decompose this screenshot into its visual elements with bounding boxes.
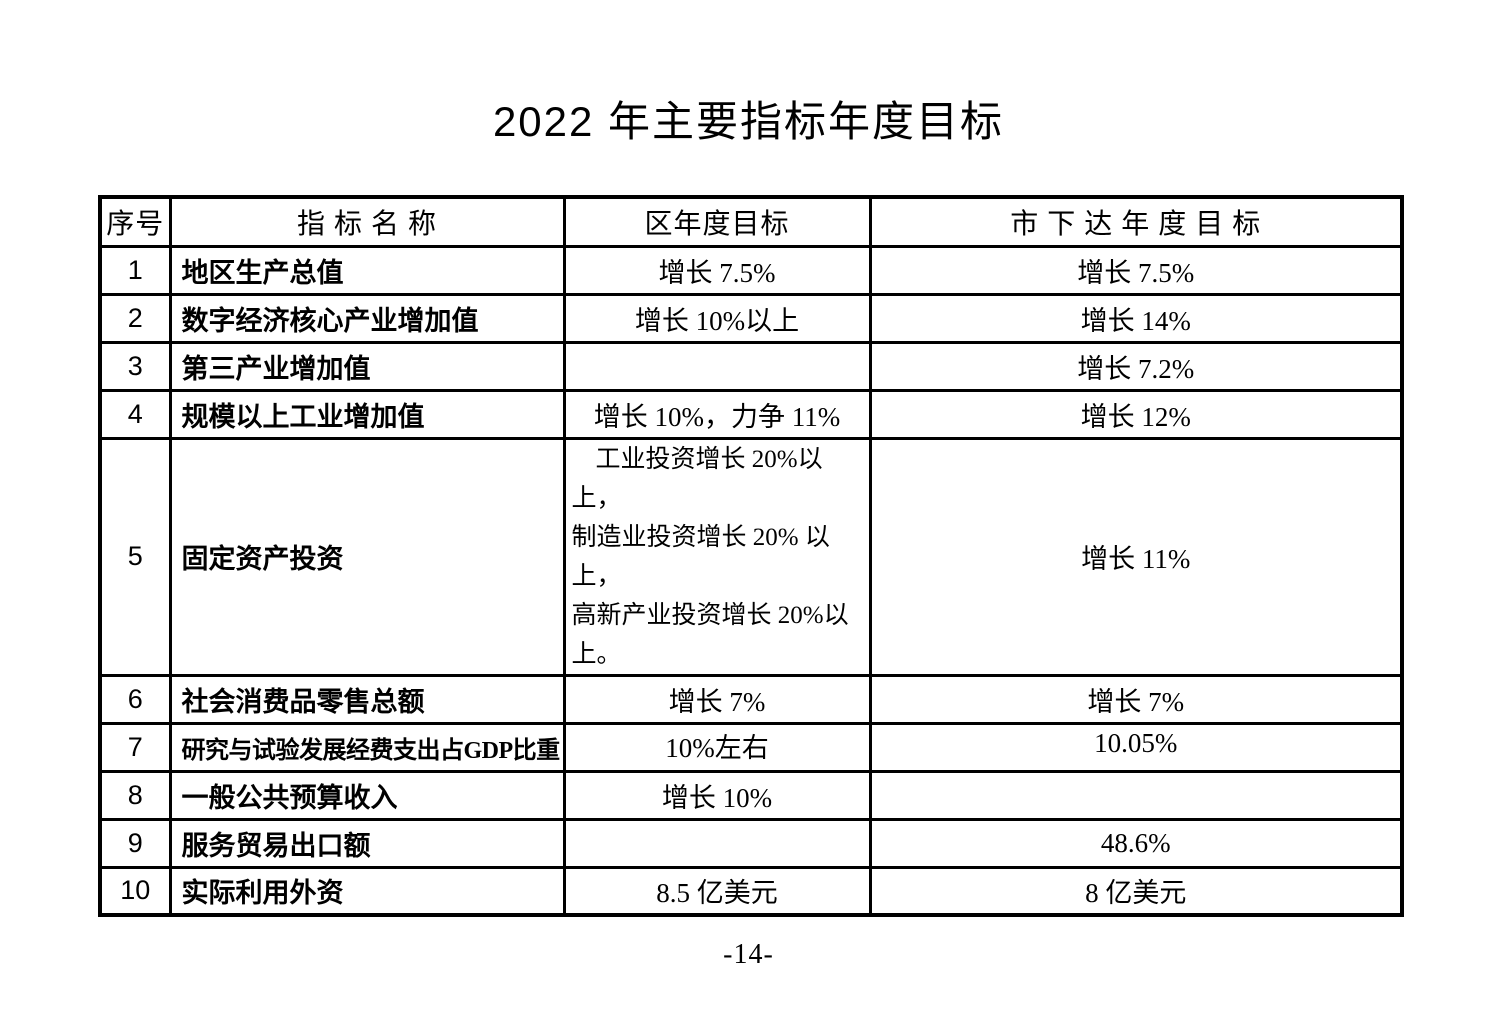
table-row: 9 服务贸易出口额 48.6% [98,817,1404,869]
district-target-cell: 增长 7% [562,673,872,725]
row-number-cell: 2 [98,292,172,344]
column-header-district-target: 区年度目标 [562,195,872,248]
indicator-name-cell: 研究与试验发展经费支出占GDP比重 [168,721,566,773]
row-number-cell: 9 [98,817,172,869]
header-row: 序号 指 标 名 称 区年度目标 市 下 达 年 度 目 标 [98,195,1404,248]
city-target-cell: 增长 7% [868,673,1404,725]
row-number-cell: 7 [98,721,172,773]
table-row: 2 数字经济核心产业增加值 增长 10%以上 增长 14% [98,292,1404,344]
city-target-cell: 增长 7.2% [868,340,1404,392]
row-number-cell: 4 [98,388,172,440]
table-body: 1 地区生产总值 增长 7.5% 增长 7.5% 2 数字经济核心产业增加值 增长 10%以… [98,244,1404,917]
indicator-name-cell: 服务贸易出口额 [168,817,566,869]
indicator-name-cell: 固定资产投资 [168,436,566,677]
district-target-cell: 增长 10%，力争 11% [562,388,872,440]
indicator-name-cell: 社会消费品零售总额 [168,673,566,725]
table-row: 8 一般公共预算收入 增长 10% [98,769,1404,821]
column-header-index: 序号 [98,195,172,248]
indicators-table: 序号 指 标 名 称 区年度目标 市 下 达 年 度 目 标 1 地区生产总值 增长… [98,195,1404,917]
indicator-name-cell: 第三产业增加值 [168,340,566,392]
table-row: 10 实际利用外资 8.5 亿美元 8 亿美元 [98,865,1404,917]
city-target-cell: 8 亿美元 [868,865,1404,917]
row-number-cell: 1 [98,244,172,296]
table-row: 7 研究与试验发展经费支出占GDP比重 10%左右 10.05% [98,721,1404,773]
city-target-cell [868,769,1404,821]
district-target-cell: 增长 7.5% [562,244,872,296]
column-header-indicator-name: 指 标 名 称 [168,195,566,248]
city-target-cell: 增长 12% [868,388,1404,440]
city-target-cell: 48.6% [868,817,1404,869]
district-target-cell: 10%左右 [562,721,872,773]
indicator-name-cell: 规模以上工业增加值 [168,388,566,440]
row-number-cell: 3 [98,340,172,392]
district-target-cell: 工业投资增长 20%以上， 制造业投资增长 20% 以上， 高新产业投资增长 2… [562,436,872,677]
row-number-cell: 8 [98,769,172,821]
table-row: 6 社会消费品零售总额 增长 7% 增长 7% [98,673,1404,725]
city-target-cell: 增长 7.5% [868,244,1404,296]
indicator-name-cell: 一般公共预算收入 [168,769,566,821]
indicator-name-cell: 实际利用外资 [168,865,566,917]
column-header-city-target: 市 下 达 年 度 目 标 [868,195,1404,248]
table-row: 5 固定资产投资 工业投资增长 20%以上， 制造业投资增长 20% 以上， 高新产… [98,436,1404,677]
table-row: 4 规模以上工业增加值 增长 10%，力争 11% 增长 12% [98,388,1404,440]
city-target-cell: 增长 11% [868,436,1404,677]
page-number: -14- [723,939,774,970]
indicator-name-cell: 地区生产总值 [168,244,566,296]
city-target-cell: 10.05% [868,721,1404,773]
row-number-cell: 6 [98,673,172,725]
district-target-cell: 增长 10%以上 [562,292,872,344]
row-number-cell: 5 [98,436,172,677]
page-title: 2022 年主要指标年度目标 [492,98,1005,145]
table-header: 序号 指 标 名 称 区年度目标 市 下 达 年 度 目 标 [98,195,1404,248]
district-target-cell: 8.5 亿美元 [562,865,872,917]
district-target-cell: 增长 10% [562,769,872,821]
table-row: 3 第三产业增加值 增长 7.2% [98,340,1404,392]
district-target-cell [562,340,872,392]
table-row: 1 地区生产总值 增长 7.5% 增长 7.5% [98,244,1404,296]
row-number-cell: 10 [98,865,172,917]
indicator-name-cell: 数字经济核心产业增加值 [168,292,566,344]
city-target-cell: 增长 14% [868,292,1404,344]
district-target-cell [562,817,872,869]
